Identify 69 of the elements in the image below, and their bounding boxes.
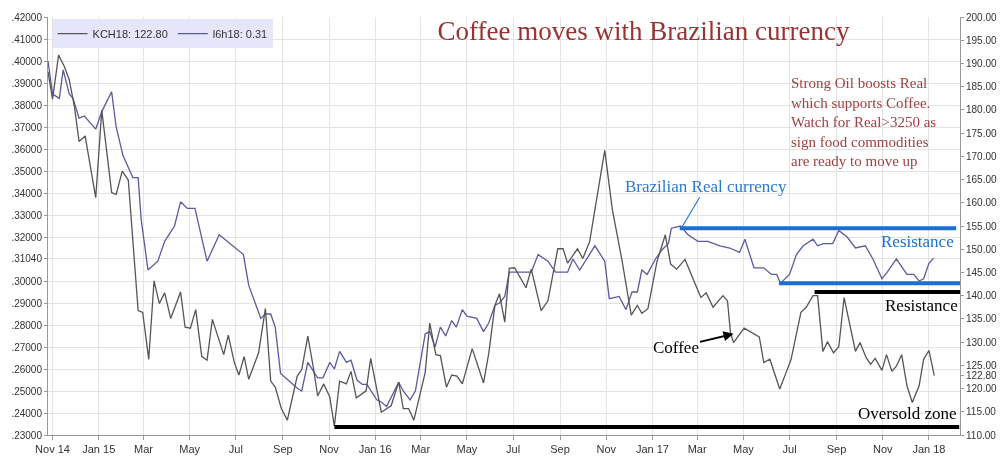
- x-tick-label: Sep: [826, 443, 847, 456]
- y2-tick-label: 195.00: [966, 34, 998, 46]
- legend-label: l6h18: 0.31: [212, 27, 268, 40]
- y-tick-label: .29000: [11, 297, 43, 309]
- x-tick-label: Mar: [133, 443, 154, 456]
- y2-tick-label: 155.00: [966, 220, 998, 232]
- series-label: Oversold zone: [858, 404, 957, 423]
- y2-tick-label: 115.00: [966, 406, 997, 418]
- y2-tick-label: 110.00: [966, 429, 997, 441]
- y2-tick-label: 170.00: [966, 150, 998, 162]
- y-tick-label: .33000: [11, 209, 43, 221]
- x-tick-label: Nov: [319, 443, 340, 456]
- y-tick-label: .26000: [11, 363, 43, 375]
- x-tick-label: Sep: [550, 443, 570, 456]
- y2-tick-label: 130.00: [966, 336, 998, 348]
- y-tick-label: .36000: [11, 143, 43, 155]
- x-tick-label: Mar: [411, 443, 431, 456]
- y-tick-label: .37000: [11, 121, 43, 133]
- x-tick-label: May: [179, 443, 201, 456]
- y-tick-label: .28000: [11, 319, 43, 331]
- y2-tick-label: 190.00: [966, 57, 998, 69]
- x-tick-label: Sep: [273, 443, 293, 456]
- y-tick-label: .35000: [11, 165, 43, 177]
- x-tick-label: Jul: [782, 443, 797, 456]
- y2-tick-label: 165.00: [966, 174, 998, 186]
- y2-tick-label: 160.00: [966, 197, 998, 209]
- y2-tick-label: 135.00: [966, 313, 998, 325]
- y2-tick-label: 180.00: [966, 104, 998, 116]
- y2-tick-label: 185.00: [966, 81, 998, 93]
- y-tick-label: .25000: [11, 385, 43, 397]
- annotation: Brazilian Real currency: [625, 177, 787, 196]
- x-tick-label: Jul: [228, 443, 243, 456]
- y-tick-label: .30000: [11, 275, 43, 287]
- x-tick-label: May: [732, 443, 755, 456]
- y-tick-label: .40000: [11, 55, 43, 67]
- y-tick-label: .32000: [11, 231, 43, 243]
- y2-tick-label: 140.00: [966, 290, 998, 302]
- y-tick-label: .24000: [11, 407, 43, 419]
- y2-tick-label: 175.00: [966, 127, 998, 139]
- legend-label: KCH18: 122.80: [92, 27, 168, 40]
- y2-tick-label: 120.00: [966, 383, 998, 395]
- series-label: Resistance: [885, 296, 958, 315]
- x-tick-label: Nov 14: [35, 443, 70, 456]
- x-tick-label: Mar: [687, 443, 707, 456]
- y-tick-label: .38000: [11, 99, 43, 111]
- y2-tick-label: 145.00: [966, 266, 998, 278]
- series-label: Resistance: [881, 232, 954, 251]
- x-tick-label: Jan 17: [635, 443, 669, 456]
- y2-tick-label: 122.80: [966, 370, 998, 382]
- y2-tick-label: 125.00: [966, 359, 998, 371]
- y-tick-label: .31040: [11, 252, 43, 264]
- y-tick-label: .42000: [11, 11, 43, 23]
- y2-tick-label: 150.00: [966, 243, 998, 255]
- x-tick-label: Nov: [596, 443, 617, 456]
- y-tick-label: .23000: [11, 429, 43, 441]
- x-tick-label: Jan 16: [358, 443, 392, 456]
- y2-tick-label: 200.00: [966, 11, 998, 23]
- y-tick-label: .41000: [11, 33, 43, 45]
- y-tick-label: .27000: [11, 341, 43, 353]
- x-tick-label: Nov: [872, 443, 894, 456]
- x-tick-label: May: [456, 443, 478, 456]
- chart-title: Coffee moves with Brazilian currency: [437, 15, 850, 46]
- x-tick-label: Jan 15: [82, 443, 116, 456]
- annotation: Coffee: [653, 338, 699, 357]
- y-tick-label: .39000: [11, 77, 43, 89]
- x-tick-label: Jan 18: [912, 443, 946, 456]
- x-tick-label: Jul: [506, 443, 521, 456]
- annotation: Strong Oil boosts Real which supports Coffee. Watch for Real>3250 as sign food commodities are ready to move up: [791, 75, 937, 169]
- y-tick-label: .34000: [11, 187, 43, 199]
